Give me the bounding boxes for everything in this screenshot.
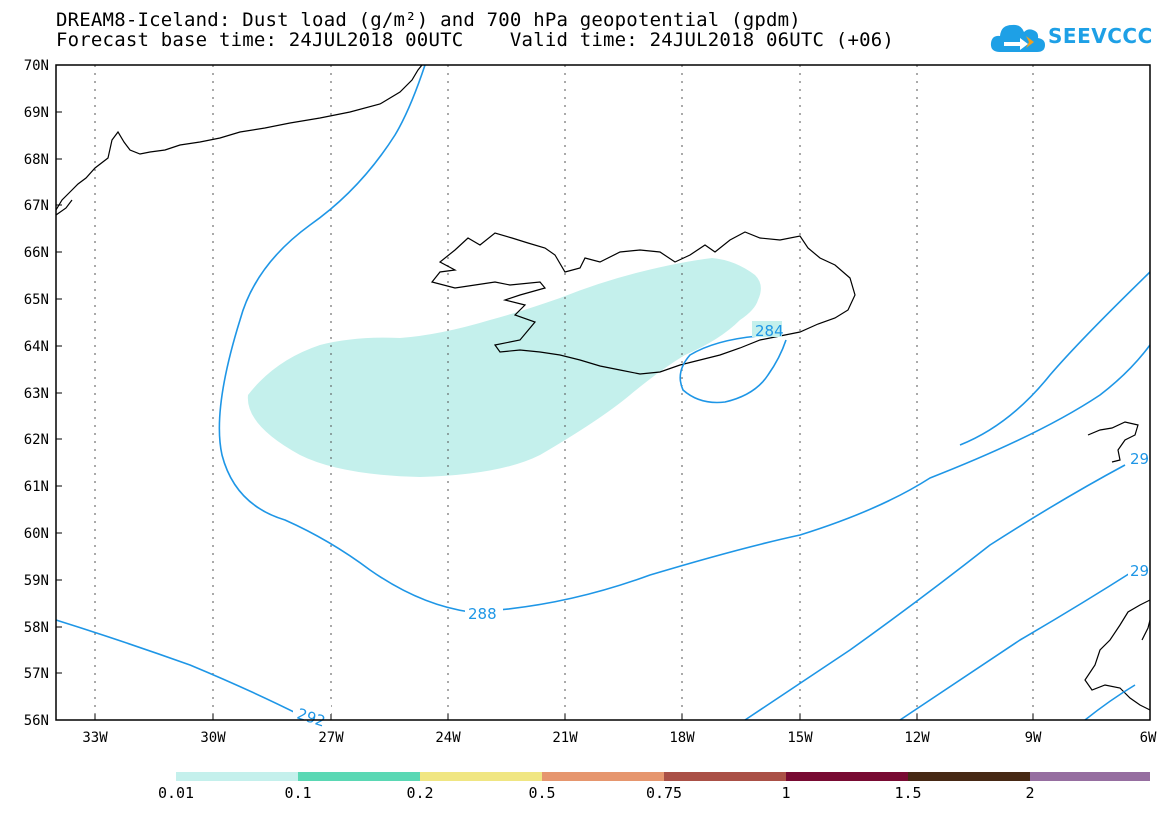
tick-marks: [56, 64, 1034, 720]
map-subtitle: Forecast base time: 24JUL2018 00UTC Vali…: [56, 29, 895, 51]
contour-label-284: 284: [755, 322, 784, 340]
cloud-arrow-icon: [990, 24, 1045, 52]
colorbar-label: 0.2: [406, 784, 434, 802]
lon-label: 33W: [82, 730, 108, 746]
colorbar-label: 2: [1025, 784, 1035, 802]
logo-text: SEEVCCC: [1048, 24, 1153, 48]
contour-label-29b: 29: [1130, 562, 1149, 580]
lat-label: 61N: [24, 479, 49, 495]
colorbar-swatch: [298, 772, 420, 781]
colorbar-label: 0.1: [284, 784, 312, 802]
colorbar-swatch: [176, 772, 298, 781]
lat-label: 60N: [24, 526, 49, 542]
contour-label-29a: 29: [1130, 450, 1149, 468]
lat-label: 64N: [24, 339, 49, 355]
contour-label-288: 288: [468, 605, 497, 623]
dust-load-area: [247, 258, 761, 477]
colorbar-label: 0.5: [528, 784, 556, 802]
lat-label: 66N: [24, 245, 49, 261]
colorbar-swatch: [420, 772, 542, 781]
lat-label: 58N: [24, 620, 49, 636]
lon-label: 9W: [1025, 730, 1042, 746]
latitude-labels: 70N 69N 68N 67N 66N 65N 64N 63N 62N 61N …: [24, 58, 49, 729]
geopotential-contours: [55, 64, 1151, 721]
colorbar-swatch: [1030, 772, 1150, 781]
lat-label: 65N: [24, 292, 49, 308]
contour-labels: 288 284 292 29 29: [293, 321, 1150, 731]
lat-label: 62N: [24, 432, 49, 448]
lon-label: 18W: [669, 730, 695, 746]
lon-label: 24W: [435, 730, 461, 746]
lon-label: 30W: [200, 730, 226, 746]
colorbar: [176, 772, 1150, 781]
lon-label: 21W: [552, 730, 578, 746]
coastlines: [55, 64, 1151, 711]
lon-label: 6W: [1140, 730, 1157, 746]
map-title: DREAM8-Iceland: Dust load (g/m²) and 700…: [56, 9, 801, 31]
colorbar-label: 0.75: [645, 784, 683, 802]
lat-label: 63N: [24, 386, 49, 402]
colorbar-swatch: [908, 772, 1030, 781]
colorbar-swatch: [664, 772, 786, 781]
lon-label: 12W: [904, 730, 930, 746]
lat-label: 59N: [24, 573, 49, 589]
seevccc-logo: SEEVCCC: [990, 18, 1152, 58]
lon-label: 27W: [318, 730, 344, 746]
lat-label: 67N: [24, 198, 49, 214]
lat-label: 68N: [24, 152, 49, 168]
grid-lines: [94, 65, 1034, 720]
longitude-labels: 33W 30W 27W 24W 21W 18W 15W 12W 9W 6W: [82, 730, 1157, 746]
colorbar-label: 0.01: [157, 784, 195, 802]
lon-label: 15W: [787, 730, 813, 746]
colorbar-swatch: [542, 772, 664, 781]
lat-label: 69N: [24, 105, 49, 121]
lat-label: 56N: [24, 713, 49, 729]
colorbar-swatch: [786, 772, 908, 781]
lat-label: 57N: [24, 666, 49, 682]
colorbar-label: 1: [781, 784, 791, 802]
colorbar-label: 1.5: [894, 784, 922, 802]
lat-label: 70N: [24, 58, 49, 74]
